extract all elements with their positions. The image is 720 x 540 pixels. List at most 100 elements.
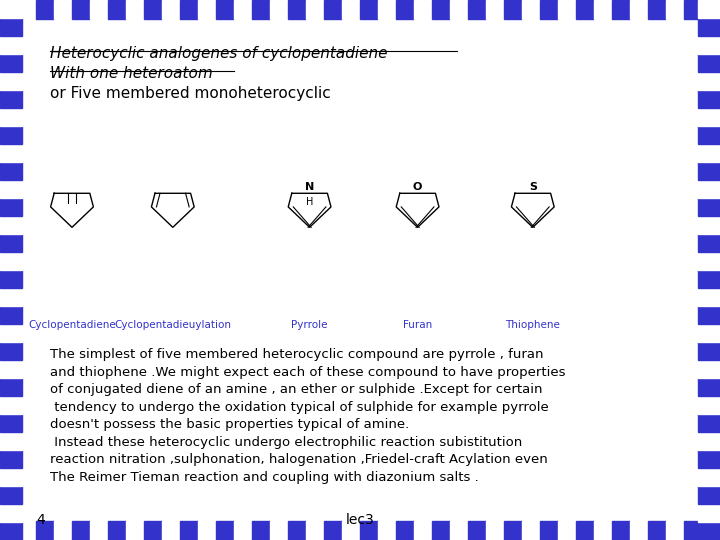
Bar [486,0,504,19]
Bar [698,468,720,486]
Bar [540,0,558,19]
Bar [18,521,36,540]
Bar [0,108,22,126]
Bar [594,521,612,540]
Bar [666,521,684,540]
Bar [698,198,720,216]
Text: or Five membered monoheterocyclic: or Five membered monoheterocyclic [50,86,331,101]
Bar [0,468,22,486]
Bar [630,521,648,540]
Bar [698,108,720,126]
Bar [0,72,22,90]
Text: Pyrrole: Pyrrole [292,320,328,330]
Bar [522,521,540,540]
Bar [612,521,630,540]
Bar [342,0,360,19]
Bar [0,126,22,144]
Bar [90,0,108,19]
Bar [698,504,720,522]
Bar [702,0,720,19]
Text: H: H [306,197,313,207]
Text: The simplest of five membered heterocyclic compound are pyrrole , furan
and thio: The simplest of five membered heterocycl… [50,348,566,484]
Bar [468,521,486,540]
Bar [432,521,450,540]
Bar [698,162,720,180]
Bar [126,521,144,540]
Bar [0,162,22,180]
Bar [126,0,144,19]
Text: Cyclopentadieuylation: Cyclopentadieuylation [114,320,231,330]
Bar [698,216,720,234]
Bar [648,521,666,540]
Bar [0,144,22,162]
Bar [0,521,18,540]
Bar [414,521,432,540]
Bar [558,0,576,19]
Bar [648,0,666,19]
Bar [0,0,22,18]
Bar [698,234,720,252]
Bar [378,0,396,19]
Bar [396,0,414,19]
Bar [270,521,288,540]
Bar [180,521,198,540]
Text: Thiophene: Thiophene [505,320,560,330]
Bar [324,0,342,19]
Bar [0,324,22,342]
Text: S: S [528,181,537,192]
Bar [0,216,22,234]
Bar [0,36,22,54]
Bar [522,0,540,19]
Bar [0,450,22,468]
Bar [144,521,162,540]
Bar [698,324,720,342]
Bar [698,396,720,414]
Text: With one heteroatom: With one heteroatom [50,66,213,81]
Bar [0,342,22,360]
Bar [234,0,252,19]
Bar [360,0,378,19]
Bar [0,90,22,108]
Text: Heterocyclic analogenes of cyclopentadiene: Heterocyclic analogenes of cyclopentadie… [50,46,388,61]
Bar [72,0,90,19]
Bar [698,288,720,306]
Bar [180,0,198,19]
Bar [698,180,720,198]
Bar [162,521,180,540]
Bar [698,522,720,540]
Bar [0,180,22,198]
Bar [698,360,720,378]
Bar [306,521,324,540]
Bar [0,252,22,270]
Bar [432,0,450,19]
Bar [450,0,468,19]
Bar [198,521,216,540]
Bar [0,306,22,324]
Bar [378,521,396,540]
Bar [0,360,22,378]
Text: Furan: Furan [403,320,432,330]
Bar [0,486,22,504]
Bar [630,0,648,19]
Bar [0,0,18,19]
Text: O: O [413,181,423,192]
Bar [0,396,22,414]
Bar [234,521,252,540]
Bar [684,521,702,540]
Bar [0,432,22,450]
Bar [252,0,270,19]
Bar [698,252,720,270]
Bar [396,521,414,540]
Bar [698,342,720,360]
Bar [504,0,522,19]
Bar [306,0,324,19]
Text: Cyclopentadiene: Cyclopentadiene [28,320,116,330]
Bar [698,72,720,90]
Bar [54,521,72,540]
Bar [698,54,720,72]
Bar [698,432,720,450]
Bar [698,486,720,504]
Bar [540,521,558,540]
Text: N: N [305,181,314,192]
Bar [360,521,378,540]
